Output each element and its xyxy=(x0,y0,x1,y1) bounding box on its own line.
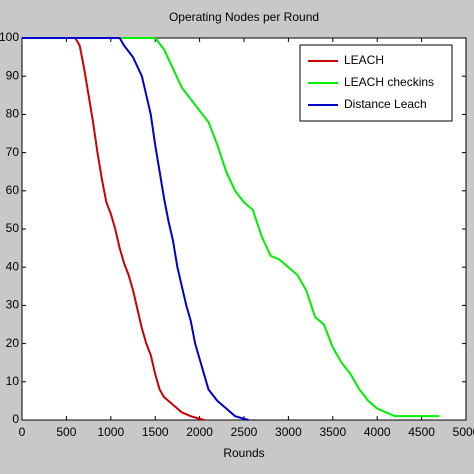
y-tick-label: 80 xyxy=(6,107,20,121)
legend-label: LEACH checkins xyxy=(344,75,434,89)
x-tick-label: 4000 xyxy=(364,425,391,439)
x-tick-label: 0 xyxy=(19,425,26,439)
series-line xyxy=(22,37,249,421)
y-tick-label: 30 xyxy=(6,298,20,312)
x-tick-label: 2500 xyxy=(231,425,258,439)
x-tick-label: 3500 xyxy=(319,425,346,439)
legend-label: LEACH xyxy=(344,53,384,67)
y-tick-label: 90 xyxy=(6,68,20,82)
series-line xyxy=(22,37,205,421)
y-tick-label: 100 xyxy=(0,30,19,44)
x-tick-label: 2000 xyxy=(186,425,213,439)
y-tick-label: 70 xyxy=(6,145,20,159)
y-tick-label: 20 xyxy=(6,336,20,350)
y-tick-label: 50 xyxy=(6,221,20,235)
y-tick-label: 10 xyxy=(6,374,20,388)
y-tick-label: 0 xyxy=(12,412,19,426)
series-line xyxy=(22,37,440,418)
legend-label: Distance Leach xyxy=(344,97,427,111)
y-tick-label: 60 xyxy=(6,183,20,197)
x-axis-label: Rounds xyxy=(223,446,264,460)
x-tick-label: 1000 xyxy=(97,425,124,439)
x-tick-label: 3000 xyxy=(275,425,302,439)
x-tick-label: 1500 xyxy=(142,425,169,439)
y-tick-label: 40 xyxy=(6,259,20,273)
chart-title: Operating Nodes per Round xyxy=(169,10,319,24)
x-tick-label: 500 xyxy=(56,425,76,439)
x-tick-label: 4500 xyxy=(408,425,435,439)
x-tick-label: 5000 xyxy=(453,425,474,439)
